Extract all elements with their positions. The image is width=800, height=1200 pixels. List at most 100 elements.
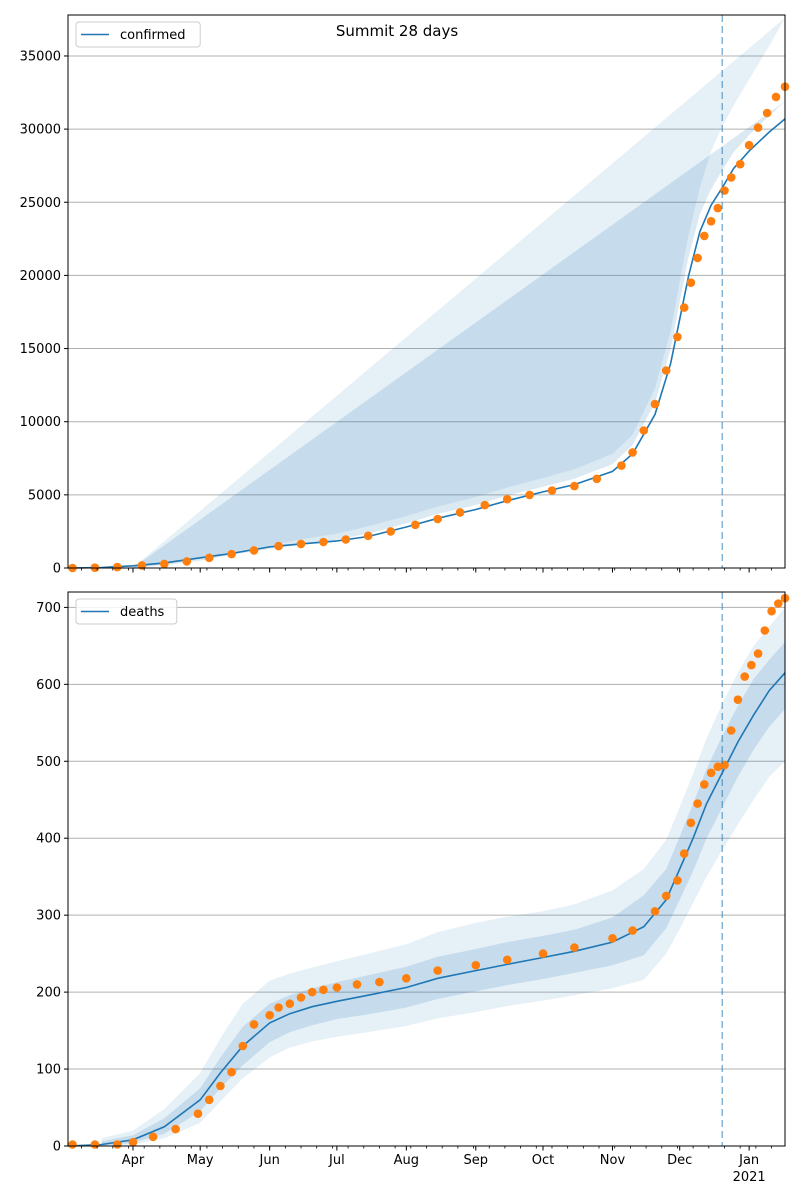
inner-uncertainty-band [133,101,785,568]
model-line [67,118,786,569]
observed-point [471,960,481,970]
observed-point [762,108,772,118]
y-tick-label: 700 [36,601,61,616]
observed-point [650,907,660,916]
observed-point [68,1140,77,1149]
observed-point [352,980,362,989]
y-tick-label: 25000 [20,196,61,211]
observed-point [753,649,763,658]
observed-point [204,553,214,563]
observed-point [693,253,702,263]
x-tick-label: Dec [667,1153,692,1168]
y-tick-label: 0 [53,1140,61,1155]
legend-box [75,21,201,48]
observed-point [274,1003,283,1012]
x-tick-label: Sep [464,1153,489,1168]
outer-uncertainty-band [101,607,786,1146]
observed-point [570,943,579,952]
inner-uncertainty-band [101,642,786,1146]
observed-point [767,606,776,616]
observed-point [673,876,682,885]
y-tick-label: 500 [36,755,61,770]
observed-point [433,514,443,524]
observed-point [713,203,723,213]
observed-point [341,535,351,544]
observed-point [679,849,689,858]
x-tick-label: Jan [738,1153,759,1168]
confirmed-panel: 0 5000 10000 15000 20000 25000 30000 35000 confi… [20,14,790,577]
x-tick-label: Jul [328,1153,345,1168]
observed-point [274,541,283,551]
observed-point [171,1124,180,1134]
observed-point [735,159,745,169]
x-tick-label: Apr [122,1153,145,1168]
observed-point [113,562,122,572]
deaths-panel: 0 100 200 300 400 500 600 700 Apr May Jun Jul Aug Sep… [36,591,790,1185]
observed-point [319,985,328,995]
legend-box [75,598,178,625]
observed-point [375,977,384,987]
y-tick-label: 100 [36,1063,61,1078]
observed-point [307,987,317,997]
observed-point [720,760,729,770]
observed-point [661,891,671,901]
legend-label: deaths [120,605,165,620]
observed-point [617,461,626,470]
observed-point [502,955,512,965]
observed-point [720,186,729,195]
observed-point [693,799,702,808]
legend: deaths [75,598,178,625]
x-tick-label: Jun [259,1153,280,1168]
model-line [67,672,786,1147]
observed-point [774,599,783,608]
legend-label: confirmed [120,28,186,43]
observed-point [363,531,373,541]
observed-point [113,1140,122,1149]
x-tick-label: Aug [394,1153,419,1168]
observed-point [411,520,420,530]
observed-point [733,695,743,704]
observed-point [628,448,637,457]
observed-point [128,1137,138,1147]
observed-point [227,1067,236,1077]
observed-point [726,726,736,735]
x-tick-label: May [187,1153,214,1168]
observed-point [650,399,660,409]
y-tick-label: 15000 [20,342,61,357]
x-tick-label: Oct [532,1153,554,1168]
x-tick-label: Nov [600,1153,626,1168]
observed-point [480,500,490,510]
observed-point [639,426,649,435]
observed-point [182,557,192,566]
observed-point [249,1020,259,1029]
observed-point [771,92,781,102]
y-tick-label: 5000 [28,488,61,503]
y-tick-label: 600 [36,678,61,693]
outer-uncertainty-band [133,17,785,568]
y-tick-label: 0 [53,562,61,577]
observed-point [386,527,396,536]
y-tick-label: 30000 [20,123,61,138]
observed-point [285,999,295,1008]
observed-point [265,1010,275,1020]
observed-point [661,366,671,375]
observed-point [148,1132,158,1142]
figure-title: Summit 28 days [336,22,459,40]
y-tick-label: 200 [36,986,61,1001]
y-tick-label: 300 [36,909,61,924]
observed-point [753,123,763,132]
y-tick-label: 10000 [20,415,61,430]
observed-point [296,539,306,549]
observed-point [706,768,716,778]
observed-point [204,1095,214,1105]
observed-point [455,508,465,517]
observed-point [726,173,736,182]
y-tick-label: 20000 [20,269,61,284]
observed-point [760,626,770,635]
observed-point [525,490,534,500]
observed-point [216,1081,225,1091]
observed-point [673,332,682,342]
observed-point [160,559,169,569]
observed-point [628,926,637,935]
